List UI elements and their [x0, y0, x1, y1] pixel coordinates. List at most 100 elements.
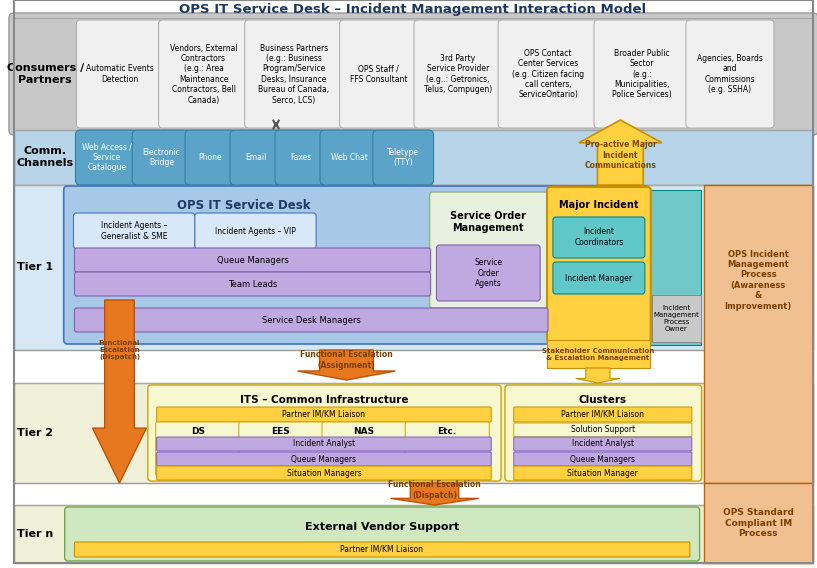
- FancyBboxPatch shape: [245, 20, 342, 128]
- Text: Incident Analyst: Incident Analyst: [293, 440, 355, 449]
- Text: Partner IM/KM Liaison: Partner IM/KM Liaison: [561, 410, 645, 419]
- Bar: [14, 383, 813, 483]
- Bar: [703, 185, 813, 483]
- FancyBboxPatch shape: [157, 437, 491, 451]
- FancyBboxPatch shape: [430, 192, 548, 308]
- Text: Functional Escalation
(Dispatch): Functional Escalation (Dispatch): [388, 481, 481, 500]
- Text: Automatic Events
Detection: Automatic Events Detection: [86, 64, 154, 83]
- FancyBboxPatch shape: [553, 262, 645, 294]
- Text: ITS – Common Infrastructure: ITS – Common Infrastructure: [239, 395, 408, 405]
- FancyBboxPatch shape: [74, 248, 431, 272]
- Text: Broader Public
Sector
(e.g.:
Municipalities,
Police Services): Broader Public Sector (e.g.: Municipalit…: [612, 49, 672, 99]
- Bar: [547, 340, 650, 368]
- FancyBboxPatch shape: [514, 407, 692, 422]
- FancyBboxPatch shape: [156, 422, 240, 476]
- FancyBboxPatch shape: [275, 130, 326, 185]
- FancyBboxPatch shape: [77, 20, 163, 128]
- Text: Comm.
Channels: Comm. Channels: [16, 146, 74, 168]
- Text: Consumers /
Partners: Consumers / Partners: [7, 63, 84, 85]
- Text: Incident Agents –
Generalist & SME: Incident Agents – Generalist & SME: [101, 222, 167, 241]
- Text: Business Partners
(e.g.: Business
Program/Service
Desks, Insurance
Bureau of Can: Business Partners (e.g.: Business Progra…: [258, 44, 329, 105]
- Text: Web Access /
Service
Catalogue: Web Access / Service Catalogue: [82, 143, 132, 173]
- Text: OPS IT Service Desk: OPS IT Service Desk: [177, 198, 310, 211]
- Text: Incident
Coordinators: Incident Coordinators: [574, 227, 623, 247]
- FancyBboxPatch shape: [74, 272, 431, 296]
- FancyBboxPatch shape: [340, 20, 417, 128]
- Text: Stakeholder Communication
& Escalation Management: Stakeholder Communication & Escalation M…: [542, 348, 654, 361]
- Text: Queue Managers: Queue Managers: [217, 256, 288, 265]
- Bar: [14, 0, 813, 18]
- Text: Web Chat: Web Chat: [331, 153, 368, 162]
- FancyBboxPatch shape: [514, 423, 692, 437]
- Text: Tier n: Tier n: [17, 529, 53, 539]
- FancyBboxPatch shape: [148, 385, 501, 481]
- Text: External Vendor Support: External Vendor Support: [305, 522, 459, 532]
- FancyBboxPatch shape: [414, 20, 502, 128]
- Text: Vendors, External
Contractors
(e.g.: Area
Maintenance
Contractors, Bell
Canada): Vendors, External Contractors (e.g.: Are…: [170, 44, 238, 105]
- FancyBboxPatch shape: [514, 437, 692, 451]
- Text: Service Desk Managers: Service Desk Managers: [261, 315, 360, 324]
- Text: Teletype
(TTY): Teletype (TTY): [387, 148, 419, 167]
- Polygon shape: [576, 368, 620, 383]
- Text: Situation Managers: Situation Managers: [287, 469, 361, 478]
- FancyBboxPatch shape: [157, 466, 491, 480]
- Bar: [652, 295, 701, 342]
- FancyBboxPatch shape: [65, 507, 699, 561]
- Text: Partner IM/KM Liaison: Partner IM/KM Liaison: [283, 410, 365, 419]
- Text: Team Leads: Team Leads: [228, 279, 277, 289]
- Text: Email: Email: [245, 153, 266, 162]
- FancyBboxPatch shape: [320, 130, 379, 185]
- Text: Agencies, Boards
and
Commissions
(e.g. SSHA): Agencies, Boards and Commissions (e.g. S…: [697, 54, 763, 94]
- Text: Partner IM/KM Liaison: Partner IM/KM Liaison: [340, 545, 423, 553]
- FancyBboxPatch shape: [74, 542, 690, 557]
- FancyBboxPatch shape: [194, 213, 316, 249]
- Bar: [14, 185, 813, 350]
- Bar: [650, 190, 701, 345]
- Text: OPS Staff /
FFS Consultant: OPS Staff / FFS Consultant: [350, 64, 408, 83]
- Text: Etc.: Etc.: [438, 428, 457, 436]
- Text: Incident
Management
Process
Owner: Incident Management Process Owner: [654, 304, 699, 332]
- FancyBboxPatch shape: [9, 13, 817, 135]
- FancyBboxPatch shape: [405, 422, 489, 476]
- FancyBboxPatch shape: [157, 407, 491, 422]
- FancyBboxPatch shape: [157, 452, 491, 466]
- Text: Incident Manager: Incident Manager: [565, 274, 632, 282]
- Text: Incident Agents – VIP: Incident Agents – VIP: [215, 227, 296, 236]
- Text: 3rd Party
Service Provider
(e.g..: Getronics,
Telus, Compugen): 3rd Party Service Provider (e.g..: Getro…: [424, 54, 492, 94]
- FancyBboxPatch shape: [185, 130, 236, 185]
- FancyBboxPatch shape: [505, 385, 702, 481]
- FancyBboxPatch shape: [132, 130, 191, 185]
- FancyBboxPatch shape: [686, 20, 774, 128]
- Polygon shape: [92, 300, 146, 483]
- Text: Functional Escalation
(Assignment): Functional Escalation (Assignment): [300, 350, 393, 370]
- FancyBboxPatch shape: [230, 130, 281, 185]
- Text: Clusters: Clusters: [578, 395, 627, 405]
- FancyBboxPatch shape: [436, 245, 540, 301]
- FancyBboxPatch shape: [547, 187, 650, 343]
- Text: Queue Managers: Queue Managers: [292, 454, 356, 463]
- Text: Incident Analyst: Incident Analyst: [572, 440, 634, 449]
- Text: OPS Standard
Compliant IM
Process: OPS Standard Compliant IM Process: [723, 508, 794, 538]
- Text: Pro-active Major
Incident
Communications: Pro-active Major Incident Communications: [584, 140, 656, 170]
- Text: EES: EES: [271, 428, 290, 436]
- Text: DS: DS: [190, 428, 205, 436]
- Text: Phone: Phone: [199, 153, 222, 162]
- Text: Situation Manager: Situation Manager: [568, 469, 638, 478]
- Text: Major Incident: Major Incident: [559, 200, 639, 210]
- Text: Service
Order
Agents: Service Order Agents: [474, 258, 502, 288]
- Text: Queue Managers: Queue Managers: [570, 454, 636, 463]
- FancyBboxPatch shape: [158, 20, 248, 128]
- Bar: [14, 130, 813, 185]
- FancyBboxPatch shape: [64, 186, 649, 344]
- Text: OPS Contact
Center Services
(e.g. Citizen facing
call centers,
ServiceOntario): OPS Contact Center Services (e.g. Citize…: [512, 49, 584, 99]
- Polygon shape: [578, 120, 662, 185]
- Text: Electronic
Bridge: Electronic Bridge: [143, 148, 181, 167]
- Text: Faxes: Faxes: [290, 153, 311, 162]
- FancyBboxPatch shape: [594, 20, 690, 128]
- FancyBboxPatch shape: [239, 422, 323, 476]
- FancyBboxPatch shape: [514, 466, 692, 480]
- Text: Tier 2: Tier 2: [17, 428, 53, 438]
- Text: OPS IT Service Desk – Incident Management Interaction Model: OPS IT Service Desk – Incident Managemen…: [180, 2, 646, 15]
- Text: Solution Support: Solution Support: [571, 425, 635, 435]
- Text: NAS: NAS: [354, 428, 375, 436]
